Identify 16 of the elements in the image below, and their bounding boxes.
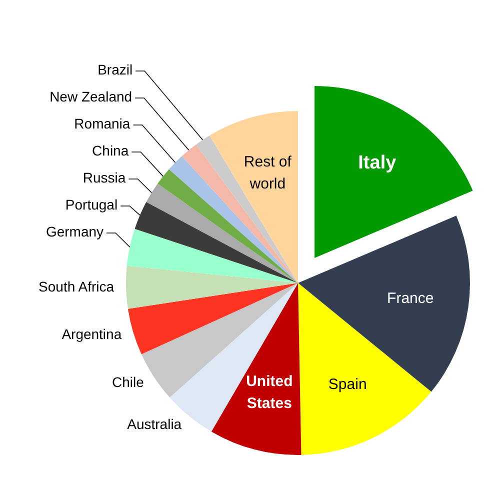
slice-label: China bbox=[92, 142, 129, 159]
slice-label: Romania bbox=[74, 116, 130, 132]
slice-label: Australia bbox=[127, 416, 182, 432]
slice-label: Rest of world bbox=[244, 154, 292, 193]
slice-label: Spain bbox=[328, 376, 367, 394]
slice-label: Portugal bbox=[65, 196, 118, 213]
slice-label: United States bbox=[246, 372, 293, 412]
slice-label: New Zealand bbox=[50, 88, 132, 105]
slice-label: Italy bbox=[358, 152, 397, 174]
slice-label: France bbox=[387, 290, 434, 307]
slice-label: Argentina bbox=[62, 326, 122, 342]
slice-label: Brazil bbox=[98, 62, 133, 78]
slice-label: South Africa bbox=[38, 278, 114, 294]
slice-label: Germany bbox=[46, 224, 104, 240]
slice-label: Russia bbox=[82, 170, 126, 186]
slice-label: Chile bbox=[112, 374, 144, 390]
